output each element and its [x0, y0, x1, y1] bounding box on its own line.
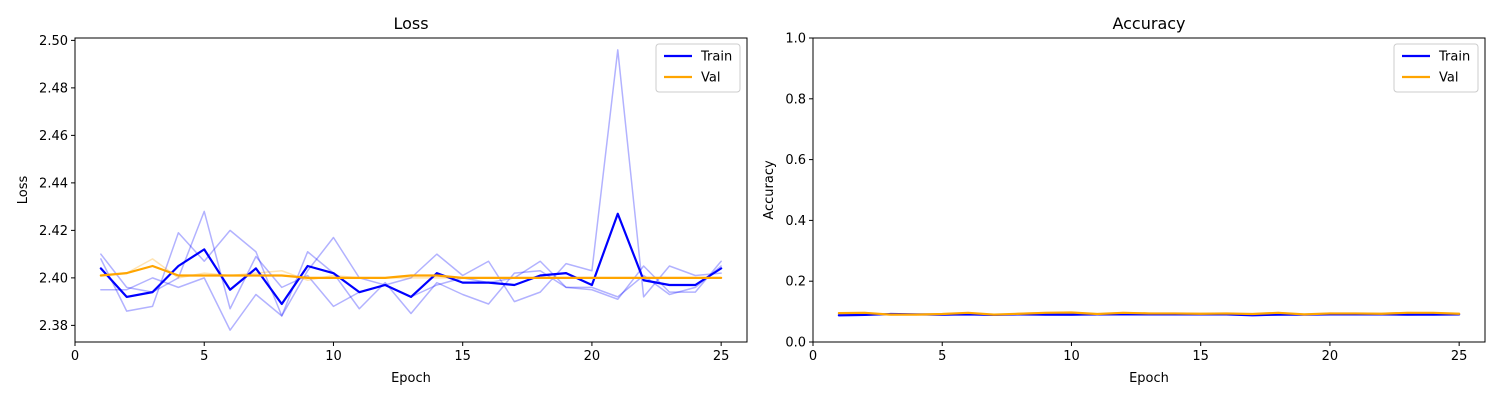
loss-ytick-label: 2.42	[39, 224, 68, 239]
loss-ytick-label: 2.46	[39, 129, 68, 144]
loss-axes-frame	[74, 37, 748, 343]
accuracy-xtick-label: 5	[938, 349, 946, 364]
loss-legend-label-train: Train	[700, 50, 732, 65]
loss-xtick-label: 10	[325, 349, 342, 364]
loss-legend: Train Val	[655, 43, 741, 93]
loss-ytick-label: 2.38	[39, 319, 68, 334]
accuracy-ytick-label: 0.8	[785, 92, 806, 107]
accuracy-ytick-label: 0.2	[785, 275, 806, 290]
loss-val-line	[99, 264, 723, 279]
accuracy-ytick-label: 1.0	[785, 32, 806, 47]
accuracy-xtick-label: 0	[809, 349, 817, 364]
accuracy-chart: 0 5 10 15 20 25 0.0 0.2 0.4 0.6 0.8 1.0 Accuracy Epoc…	[762, 14, 1486, 386]
accuracy-ytick-label: 0.4	[785, 214, 806, 229]
accuracy-xtick-label: 25	[1451, 349, 1468, 364]
accuracy-lines	[837, 311, 1461, 317]
loss-train-line	[99, 212, 723, 306]
accuracy-plot-area	[813, 38, 1485, 342]
loss-background-line-1	[100, 49, 722, 331]
accuracy-ytick-label: 0.6	[785, 153, 806, 168]
loss-title: Loss	[393, 14, 428, 33]
loss-legend-label-val: Val	[701, 71, 720, 86]
loss-plot-area	[75, 38, 747, 342]
accuracy-legend-label-train: Train	[1438, 50, 1470, 65]
accuracy-xtick-label: 15	[1192, 349, 1209, 364]
loss-xtick-label: 5	[200, 349, 208, 364]
accuracy-ylabel: Accuracy	[762, 160, 777, 220]
accuracy-xtick-label: 20	[1322, 349, 1339, 364]
accuracy-title: Accuracy	[1112, 14, 1185, 33]
loss-xtick-label: 25	[713, 349, 730, 364]
accuracy-axes-frame	[812, 37, 1486, 343]
loss-ytick-label: 2.50	[39, 34, 68, 49]
loss-ytick-label: 2.44	[39, 176, 68, 191]
accuracy-legend: Train Val	[1393, 43, 1479, 93]
loss-chart: 0 5 10 15 20 25 2.38 2.40 2.42 2.44 2.46 2.48 2.50 Lo…	[16, 14, 748, 386]
loss-xtick-label: 20	[584, 349, 601, 364]
loss-lines	[99, 49, 723, 331]
accuracy-val-line	[837, 311, 1461, 316]
loss-xtick-label: 0	[71, 349, 79, 364]
loss-xlabel: Epoch	[391, 371, 431, 386]
accuracy-xlabel: Epoch	[1129, 371, 1169, 386]
loss-xtick-label: 15	[454, 349, 471, 364]
accuracy-ytick-label: 0.0	[785, 336, 806, 351]
loss-background-line-0	[100, 229, 722, 317]
accuracy-legend-label-val: Val	[1439, 71, 1458, 86]
loss-ytick-label: 2.40	[39, 271, 68, 286]
loss-ytick-label: 2.48	[39, 81, 68, 96]
loss-ylabel: Loss	[16, 176, 31, 205]
accuracy-xtick-label: 10	[1063, 349, 1080, 364]
